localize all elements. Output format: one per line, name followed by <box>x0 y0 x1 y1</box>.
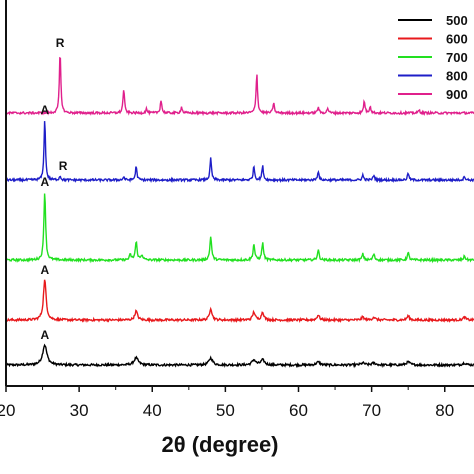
x-tick-label-60: 60 <box>289 401 308 420</box>
series-line-600 <box>5 279 474 324</box>
peak-label-A-800: A <box>40 103 49 117</box>
x-tick-label-70: 70 <box>362 401 381 420</box>
peak-label-R-800: R <box>59 159 68 173</box>
x-tick-label-80: 80 <box>435 401 454 420</box>
legend-label-800: 800 <box>446 69 468 84</box>
series-line-700 <box>5 193 474 264</box>
peak-label-A-600: A <box>40 263 49 277</box>
x-ticks: 20 30 40 50 60 70 80 <box>0 386 454 420</box>
x-tick-label-40: 40 <box>143 401 162 420</box>
series-layer <box>5 56 474 369</box>
legend: 500 600 700 800 900 <box>385 4 474 102</box>
peak-label-R-900: R <box>56 36 65 50</box>
x-tick-label-20: 20 <box>0 401 15 420</box>
legend-label-700: 700 <box>446 50 468 65</box>
peak-label-A-500: A <box>40 328 49 342</box>
x-tick-label-30: 30 <box>70 401 89 420</box>
peak-label-A-700: A <box>40 175 49 189</box>
legend-label-600: 600 <box>446 32 468 47</box>
legend-label-500: 500 <box>446 13 468 28</box>
legend-label-900: 900 <box>446 87 468 102</box>
series-line-500 <box>5 343 474 369</box>
x-tick-label-50: 50 <box>216 401 235 420</box>
series-line-800 <box>5 121 474 184</box>
series-line-900 <box>5 56 474 117</box>
x-axis-label: 2θ (degree) <box>161 432 278 457</box>
